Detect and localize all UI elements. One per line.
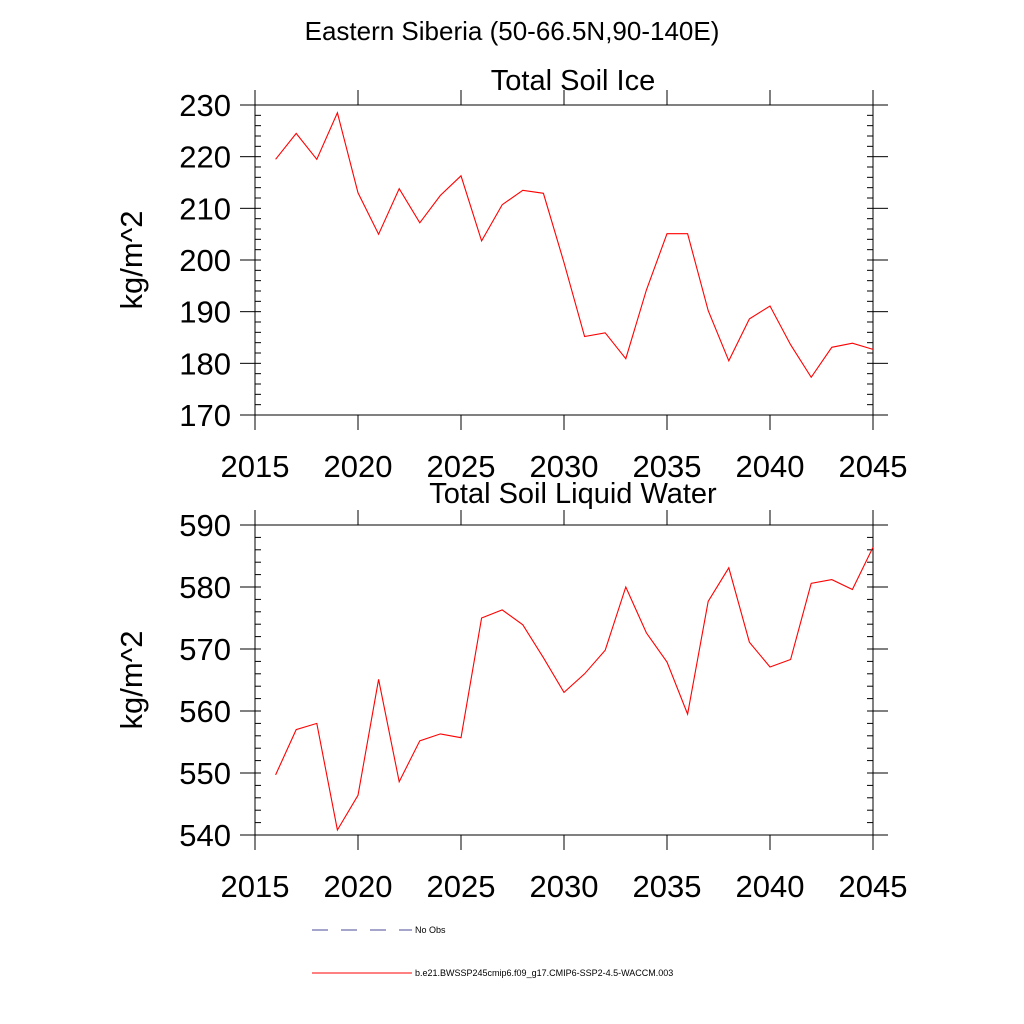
- y-tick-label: 200: [179, 243, 231, 278]
- y-tick-label: 570: [179, 632, 231, 667]
- x-tick-label: 2020: [324, 869, 393, 904]
- y-tick-label: 210: [179, 191, 231, 226]
- chart-title: Total Soil Ice: [491, 65, 655, 97]
- figure-title: Eastern Siberia (50-66.5N,90-140E): [304, 16, 720, 46]
- x-tick-label: 2040: [736, 869, 805, 904]
- x-tick-label: 2025: [427, 449, 496, 484]
- y-tick-label: 590: [179, 508, 231, 543]
- series-line-1: [275, 111, 874, 379]
- x-tick-label: 2025: [427, 869, 496, 904]
- y-axis-label: kg/m^2: [114, 211, 149, 310]
- y-tick-label: 220: [179, 140, 231, 175]
- x-tick-label: 2030: [530, 869, 599, 904]
- x-tick-label: 2015: [221, 869, 290, 904]
- x-tick-label: 2035: [633, 869, 702, 904]
- series-line-1: [275, 547, 874, 832]
- chart-panel-1: Total Soil Ice kg/m^2 2015 2020 2025 2030 2035…: [114, 65, 907, 484]
- y-tick-label: 550: [179, 756, 231, 791]
- y-tick-label: 180: [179, 346, 231, 381]
- x-tick-label: 2030: [530, 449, 599, 484]
- x-tick-label: 2020: [324, 449, 393, 484]
- chart-title: Total Soil Liquid Water: [429, 478, 717, 510]
- y-tick-label: 540: [179, 818, 231, 853]
- x-tick-label: 2045: [839, 869, 908, 904]
- x-tick-label: 2045: [839, 449, 908, 484]
- y-tick-label: 190: [179, 295, 231, 330]
- chart-panel-2: Total Soil Liquid Water kg/m^2 2015 2020 202…: [114, 478, 907, 904]
- y-axis-label: kg/m^2: [114, 631, 149, 730]
- y-tick-label: 230: [179, 88, 231, 123]
- y-tick-label: 170: [179, 398, 231, 433]
- x-tick-label: 2040: [736, 449, 805, 484]
- x-tick-label: 2015: [221, 449, 290, 484]
- plot-frame: [254, 524, 874, 836]
- legend-label-no-obs: No Obs: [415, 925, 446, 935]
- legend-label-model: b.e21.BWSSP245cmip6.f09_g17.CMIP6-SSP2-4…: [415, 968, 673, 978]
- x-tick-label: 2035: [633, 449, 702, 484]
- y-tick-label: 580: [179, 570, 231, 605]
- legend: No Obs b.e21.BWSSP245cmip6.f09_g17.CMIP6-…: [312, 925, 673, 978]
- y-tick-label: 560: [179, 694, 231, 729]
